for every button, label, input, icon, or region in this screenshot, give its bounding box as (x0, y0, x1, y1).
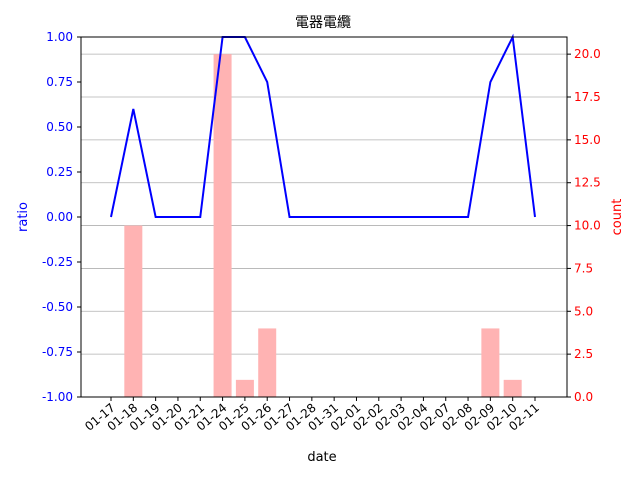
left-tick-label: 0.00 (46, 210, 73, 224)
count-bar (503, 379, 522, 397)
count-bar (235, 379, 254, 397)
left-tick-label: 0.75 (46, 75, 73, 89)
left-tick-label: 0.25 (46, 165, 73, 179)
right-axis: 0.0 2.5 5.0 7.5 10.0 12.5 15.0 17.5 20.0 (567, 47, 601, 404)
left-axis-label: ratio (16, 202, 31, 232)
right-axis-label: count (610, 199, 625, 236)
left-tick-label: 1.00 (46, 30, 73, 44)
left-tick-label: 0.50 (46, 120, 73, 134)
chart-title: 電器電纜 (295, 14, 351, 31)
right-tick-label: 7.5 (574, 261, 593, 275)
right-tick-label: 5.0 (574, 304, 593, 318)
count-bar (258, 328, 277, 397)
left-tick-label: -1.00 (42, 390, 73, 404)
count-bar (124, 225, 143, 397)
left-tick-label: -0.75 (42, 345, 73, 359)
right-tick-label: 10.0 (574, 219, 601, 233)
grid-lines (81, 53, 567, 398)
left-tick-label: -0.25 (42, 255, 73, 269)
bar-series (124, 54, 522, 398)
right-tick-label: 15.0 (574, 133, 601, 147)
left-axis: -1.00 -0.75 -0.50 -0.25 0.00 0.25 0.50 0.75 1.00 (42, 30, 81, 404)
left-tick-label: -0.50 (42, 300, 73, 314)
count-bar (213, 54, 232, 398)
right-tick-label: 12.5 (574, 176, 601, 190)
right-tick-label: 2.5 (574, 347, 593, 361)
right-tick-label: 20.0 (574, 47, 601, 61)
count-bar (481, 328, 500, 397)
right-tick-label: 0.0 (574, 390, 593, 404)
x-axis-label: date (307, 450, 336, 465)
ratio-line (110, 33, 536, 218)
line-series (110, 33, 536, 218)
right-tick-label: 17.5 (574, 90, 601, 104)
